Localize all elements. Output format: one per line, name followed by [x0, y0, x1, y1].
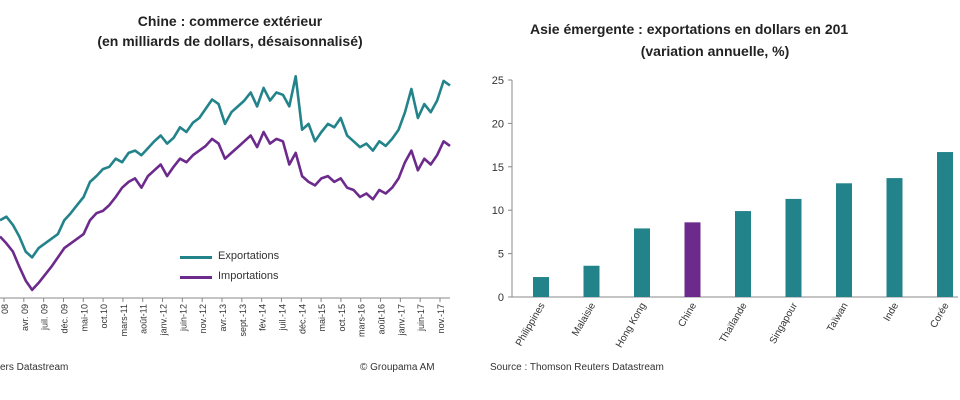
left-x-tick-label: nov.-17 [436, 304, 446, 333]
left-chart-title: Chine : commerce extérieur [137, 13, 323, 29]
right-x-tick-label: Corée [928, 301, 951, 330]
bar-philippines [533, 277, 549, 297]
left-x-tick-label: août-16 [377, 304, 387, 335]
bar-hong-kong [634, 228, 650, 297]
right-chart-subtitle: (variation annuelle, %) [640, 43, 790, 59]
right-x-tick-label: Thaïlande [718, 301, 750, 345]
china-trade-line-chart: 08 avr. 09 juil. 09 déc. 09 mai-10 oct.10 mars… [0, 75, 451, 337]
legend-imports-swatch [180, 276, 212, 279]
bar-thaïlande [735, 211, 751, 297]
left-chart-subtitle: (en milliards de dollars, désaisonnalisé… [97, 33, 363, 49]
left-chart-source: ers Datastream [0, 362, 69, 373]
right-y-tick-label: 0 [498, 292, 504, 304]
left-x-tick-label: déc.-14 [297, 304, 307, 334]
right-y-tick-label: 15 [492, 162, 504, 174]
right-x-tick-label: Philippines [514, 301, 548, 348]
legend-imports-label: Importations [218, 270, 279, 282]
left-x-tick-label: 08 [0, 304, 10, 314]
left-x-tick-label: fév.-14 [258, 304, 268, 331]
left-x-tick-label: avr.-13 [218, 304, 228, 332]
bar-taïwan [836, 183, 852, 297]
right-y-tick-label: 25 [492, 75, 504, 87]
left-x-tick-label: juin-17 [416, 304, 426, 332]
bar-singapour [785, 198, 802, 297]
left-x-tick-label: janv.-12 [159, 304, 169, 336]
left-x-tick-label: déc. 09 [59, 304, 69, 334]
series-line-exports [0, 75, 451, 259]
left-x-tick-label: janv.-17 [396, 304, 406, 336]
right-chart-source: Source : Thomson Reuters Datastream [490, 362, 664, 373]
left-x-tick-label: mai-15 [317, 304, 327, 332]
left-x-tick-label: avr. 09 [20, 304, 30, 331]
left-x-tick-label: juil. 09 [40, 304, 50, 331]
legend-exports-swatch [180, 256, 212, 259]
china-trade-chart-panel: Chine : commerce extérieur (en milliards… [0, 0, 460, 400]
asia-exports-bar-chart: 0 5 10 15 20 25 Philippines Malaisie Hong Kong Ch… [492, 75, 958, 350]
left-chart-copyright: © Groupama AM [360, 362, 435, 373]
right-x-tick-label: Taïwan [825, 301, 850, 334]
right-x-tick-label: Chine [677, 301, 700, 330]
left-x-tick-label: mars-11 [119, 304, 129, 336]
right-chart-title: Asie émergente : exportations en dollars… [530, 21, 849, 37]
legend-exports-label: Exportations [218, 250, 280, 262]
left-x-tick-label: mai-10 [79, 304, 89, 332]
left-x-tick-label: nov.-12 [198, 304, 208, 333]
bar-corée [937, 152, 953, 297]
asia-exports-chart-panel: Asie émergente : exportations en dollars… [470, 0, 960, 400]
left-x-tick-label: juil.-14 [277, 304, 287, 332]
left-x-tick-label: oct.-15 [337, 304, 347, 332]
bar-chine [684, 222, 701, 297]
right-x-tick-label: Hong Kong [614, 301, 649, 350]
right-x-tick-label: Singapour [768, 300, 801, 346]
bar-inde [886, 178, 903, 297]
right-x-tick-label: Malaisie [570, 301, 598, 339]
right-y-tick-label: 10 [492, 205, 504, 217]
series-line-imports [0, 130, 451, 292]
left-x-tick-label: oct.10 [99, 304, 109, 329]
right-x-tick-label: Inde [882, 301, 901, 324]
left-x-tick-label: juin-12 [178, 304, 188, 332]
left-x-tick-label: août-11 [139, 304, 149, 334]
bar-malaisie [583, 265, 600, 297]
right-y-tick-label: 5 [498, 249, 504, 261]
left-x-tick-label: mars-16 [357, 304, 367, 337]
right-y-tick-label: 20 [492, 118, 504, 130]
left-x-tick-label: sept.-13 [238, 304, 248, 337]
